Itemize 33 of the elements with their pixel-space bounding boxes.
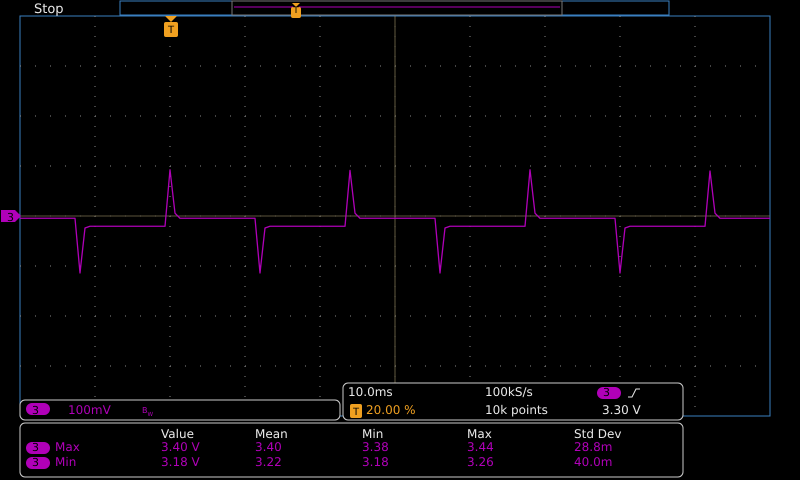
text: 100kS/s (485, 385, 533, 399)
text: Min (362, 427, 384, 441)
text: 3 (32, 456, 39, 469)
text: 3 (7, 211, 14, 224)
text: 100mV (68, 403, 112, 417)
text: 28.8m (574, 440, 612, 454)
text: 10k points (485, 403, 548, 417)
text: 3.44 (467, 440, 494, 454)
text: 3.38 (362, 440, 389, 454)
text: Mean (255, 427, 288, 441)
text: Min (55, 455, 76, 469)
text: 3 (32, 441, 39, 454)
text: 40.0m (574, 455, 612, 469)
text: Value (161, 427, 194, 441)
text: Max (55, 440, 80, 454)
text: 3 (32, 404, 39, 417)
text: Max (467, 427, 492, 441)
text: 3 (603, 386, 610, 399)
text: 20.00 % (366, 403, 416, 417)
text: T (292, 6, 300, 16)
text: 10.0ms (348, 385, 393, 399)
text: 3.40 (255, 440, 282, 454)
text: 3.18 (362, 455, 389, 469)
text: T (352, 407, 360, 418)
text: 3.26 (467, 455, 494, 469)
text: Std Dev (574, 427, 622, 441)
text: 3.30 V (602, 403, 642, 417)
text: B$_{W}$ (142, 406, 154, 418)
text: Stop (34, 2, 64, 17)
text: 3.18 V (161, 455, 201, 469)
text: 3.40 V (161, 440, 201, 454)
text: 3.22 (255, 455, 282, 469)
text: T (166, 25, 175, 36)
